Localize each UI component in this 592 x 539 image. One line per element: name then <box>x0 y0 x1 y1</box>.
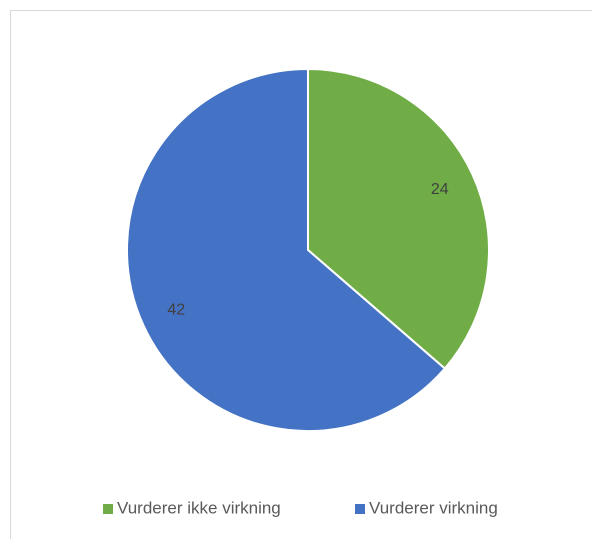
legend-label: Vurderer virkning <box>369 498 498 517</box>
legend-swatch <box>355 504 365 514</box>
pie-slice <box>307 67 490 370</box>
legend-label: Vurderer ikke virkning <box>117 498 281 517</box>
pie-slice <box>126 67 447 432</box>
data-label: 24 <box>431 181 449 198</box>
legend-swatch <box>103 504 113 514</box>
data-label: 42 <box>167 301 185 318</box>
